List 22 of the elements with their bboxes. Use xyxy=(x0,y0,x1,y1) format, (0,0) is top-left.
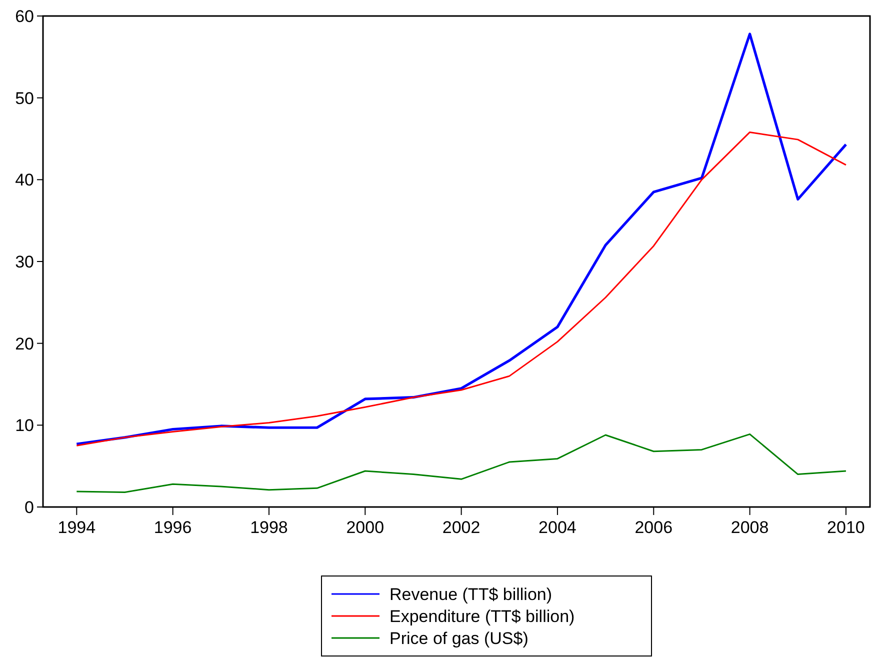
x-tick-label: 2008 xyxy=(730,518,769,537)
legend-label: Expenditure (TT$ billion) xyxy=(390,606,575,626)
x-tick-label: 2004 xyxy=(538,518,576,537)
y-tick-label: 50 xyxy=(15,88,34,108)
x-tick-label: 2006 xyxy=(634,518,673,537)
y-tick-label: 0 xyxy=(24,498,34,517)
legend-label: Revenue (TT$ billion) xyxy=(390,584,552,604)
y-tick-label: 30 xyxy=(15,252,34,272)
legend-label: Price of gas (US$) xyxy=(390,628,528,648)
line-series xyxy=(75,32,848,446)
x-tick-label: 1994 xyxy=(58,518,96,537)
x-tick-label: 2002 xyxy=(442,518,480,537)
line-series xyxy=(76,131,847,446)
y-tick-label: 20 xyxy=(15,334,34,354)
x-tick-label: 1996 xyxy=(154,518,192,537)
x-tick-label: 2010 xyxy=(827,518,865,537)
y-tick-label: 10 xyxy=(15,416,34,436)
x-tick-label: 2000 xyxy=(346,518,384,537)
y-tick-label: 60 xyxy=(15,6,34,26)
line-series xyxy=(76,433,847,494)
y-tick-label: 40 xyxy=(15,170,34,190)
x-tick-label: 1998 xyxy=(250,518,288,537)
